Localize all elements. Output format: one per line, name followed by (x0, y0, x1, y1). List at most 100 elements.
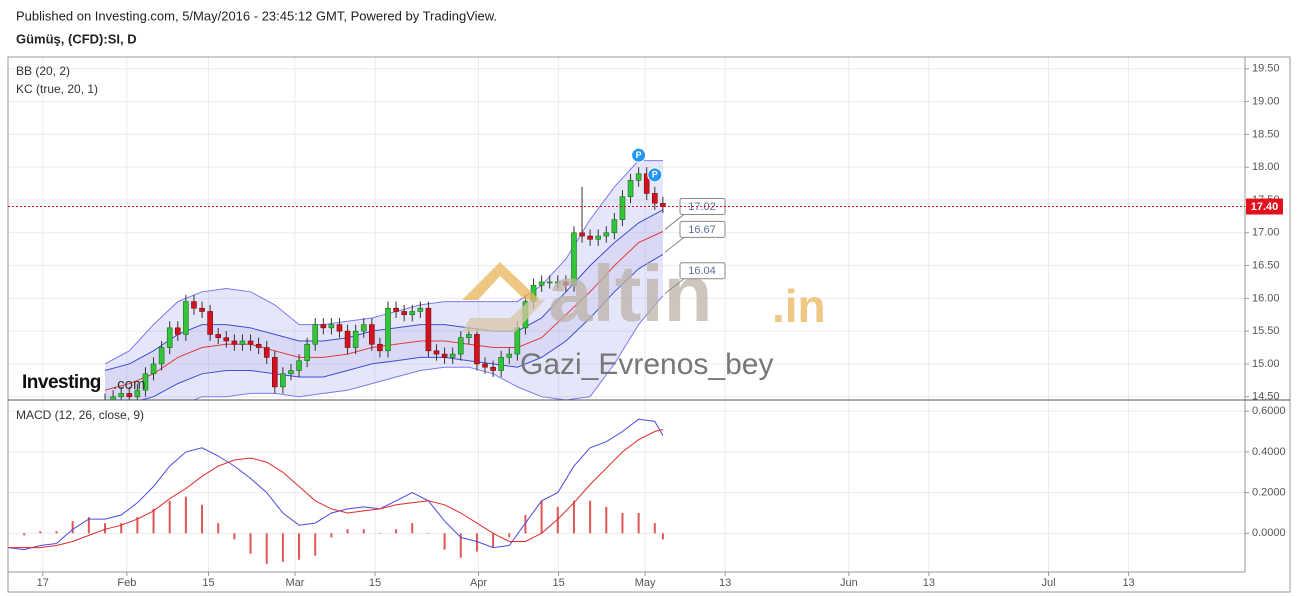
histogram-bar (217, 523, 220, 534)
y-tick-label: 0.4000 (1252, 446, 1286, 458)
x-tick-label: Jun (840, 577, 858, 589)
price-plot (102, 160, 666, 400)
x-tick-label: Feb (117, 577, 136, 589)
candle-body (255, 343, 262, 348)
candle-body (183, 301, 189, 335)
candle-body (280, 373, 286, 388)
x-tick-label: 13 (1122, 577, 1134, 589)
candle-body (166, 327, 173, 348)
y-tick-label: 18.50 (1252, 128, 1280, 140)
y-tick-label: 0.6000 (1252, 405, 1286, 417)
histogram-bar (572, 500, 575, 534)
marker-label: P (636, 150, 642, 160)
indicator-label: KC (true, 20, 1) (16, 82, 98, 96)
histogram-bar (605, 506, 608, 534)
x-tick-label: 13 (923, 577, 935, 589)
candle-body (191, 301, 197, 309)
histogram-bar (411, 523, 414, 534)
candle-body (554, 281, 561, 284)
histogram-bar (362, 529, 365, 534)
candle-body (449, 353, 456, 358)
candle-body (433, 350, 440, 355)
band-fill (105, 160, 663, 400)
x-tick-label: Jul (1042, 577, 1056, 589)
histogram-bar (661, 533, 664, 540)
histogram-bar (281, 533, 284, 562)
candle-body (142, 373, 149, 391)
indicator-label: MACD (12, 26, close, 9) (16, 408, 144, 422)
candle-body (635, 173, 642, 181)
marker (647, 167, 663, 183)
watermark-logo (462, 262, 540, 300)
histogram-bar (475, 533, 478, 552)
macd-plot (8, 418, 664, 564)
candle-body (498, 357, 504, 371)
candle-body (482, 363, 488, 368)
overlay: 19.5019.0018.5018.0017.5017.0016.5016.00… (8, 63, 1286, 589)
candle-body (409, 311, 416, 316)
candle-body (506, 353, 513, 358)
marker-label: P (652, 170, 658, 180)
histogram-bar (621, 512, 624, 534)
histogram-bar (39, 531, 42, 534)
watermark-site-suffix: .in (772, 280, 826, 332)
histogram-bar (378, 533, 381, 534)
histogram-bar (524, 515, 527, 534)
candle-body (304, 343, 310, 361)
candle-body (288, 370, 294, 375)
histogram-bar (55, 531, 58, 534)
candle-body (417, 307, 424, 312)
candle-body (377, 343, 383, 352)
candle-body (563, 281, 569, 286)
x-tick-label: 17 (37, 577, 49, 589)
candle-body (538, 281, 545, 286)
watermark: altin .in (462, 249, 826, 338)
histogram-bar (265, 533, 268, 564)
indicator-label: BB (20, 2) (16, 64, 70, 78)
histogram-bar (168, 500, 171, 534)
candle-body (474, 334, 480, 365)
band-fill (105, 209, 663, 400)
candle-body (360, 324, 367, 332)
candle-body (126, 393, 133, 398)
histogram-bar (637, 512, 640, 534)
candle-body (603, 232, 610, 237)
candle-body (611, 219, 618, 234)
histogram-bar (120, 523, 123, 534)
candle-body (546, 281, 553, 284)
candle-body (466, 334, 472, 338)
frame-border (7, 56, 1291, 593)
y-tick-label: 0.2000 (1252, 487, 1286, 499)
band-line (104, 231, 664, 391)
y-tick-label: 15.50 (1252, 325, 1280, 337)
candle-body (320, 324, 327, 329)
histogram-bar (540, 500, 543, 534)
frame (7, 56, 1291, 593)
candle-body (579, 232, 585, 237)
candle-body (336, 324, 343, 332)
candle-body (199, 307, 205, 312)
histogram-bar (653, 523, 656, 534)
candle-body (457, 337, 464, 355)
candle-body (352, 330, 359, 348)
candle-body (231, 340, 238, 345)
histogram-bar (104, 523, 107, 534)
histogram-bar (427, 533, 430, 534)
value-label-box (679, 220, 726, 238)
value-label: 16.04 (688, 265, 716, 277)
candle-body (627, 179, 634, 197)
candle-body (651, 193, 658, 204)
last-price-box (1246, 198, 1283, 215)
value-label-box (679, 262, 726, 280)
candle-body (239, 340, 246, 345)
watermark-author: Gazi_Evrenos_bey (520, 348, 773, 381)
histogram-bar (152, 508, 155, 534)
candle-body (207, 311, 213, 335)
histogram-bar (87, 517, 90, 534)
candle-body (296, 360, 302, 371)
histogram-bar (314, 533, 317, 556)
band-line (104, 160, 663, 365)
candle-body (595, 235, 602, 240)
y-tick-label: 19.50 (1252, 63, 1280, 75)
